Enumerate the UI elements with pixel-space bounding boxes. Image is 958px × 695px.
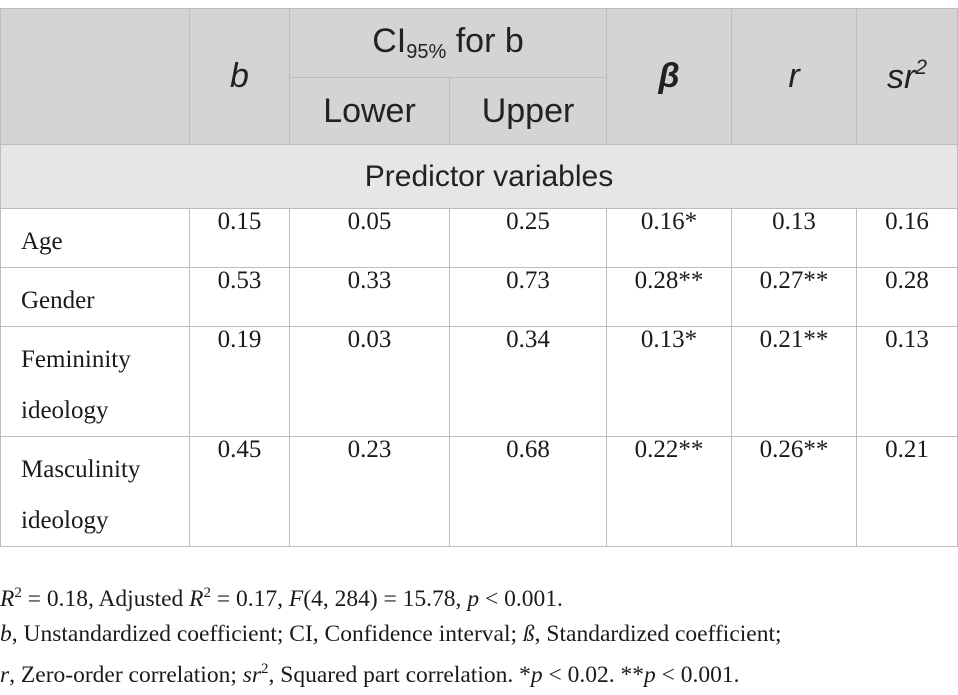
cell-lower: 0.05	[289, 208, 450, 268]
row-label: Age	[0, 208, 190, 268]
header-ci-suffix: for b	[446, 22, 524, 60]
note-sr-superscript: 2	[261, 661, 269, 677]
cell-b: 0.53	[189, 267, 290, 327]
row-label: Femininity ideology	[0, 326, 190, 437]
table-row: Masculinity ideology 0.45 0.23 0.68 0.22…	[0, 436, 958, 547]
header-sr2: sr2	[856, 8, 958, 145]
header-r: r	[731, 8, 858, 145]
note-p2-threshold: < 0.001.	[655, 662, 740, 688]
cell-lower: 0.03	[289, 326, 450, 437]
note-sr-definition: , Squared part correlation. *	[268, 662, 531, 688]
note-sr-symbol: sr	[242, 662, 262, 688]
table-body: Predictor variables Age 0.15 0.05 0.25 0…	[0, 144, 958, 547]
row-label: Masculinity ideology	[0, 436, 190, 547]
cell-upper: 0.34	[448, 326, 608, 437]
note-p1-threshold: < 0.02. **	[542, 662, 644, 688]
note-r2-value: = 0.18, Adjusted	[21, 586, 190, 612]
cell-r: 0.27**	[731, 267, 858, 327]
note-f-value: (4, 284) = 15.78,	[303, 586, 468, 612]
header-blank-cell	[0, 8, 190, 145]
cell-upper: 0.68	[448, 436, 608, 547]
note-b-definition: , Unstandardized coefficient; CI, Confid…	[11, 621, 523, 647]
note-f-symbol: F	[288, 586, 304, 612]
cell-lower: 0.23	[289, 436, 450, 547]
header-sr-superscript: 2	[915, 56, 928, 79]
note-r-definition: , Zero-order correlation;	[9, 662, 243, 688]
table-row: Gender 0.53 0.33 0.73 0.28** 0.27** 0.28	[0, 267, 958, 327]
cell-sr2: 0.28	[856, 267, 958, 327]
note-adj-r2-superscript: 2	[203, 585, 212, 601]
note-r2-symbol: R	[0, 586, 15, 612]
cell-r: 0.26**	[731, 436, 858, 547]
note-abbreviations-1: b, Unstandardized coefficient; CI, Confi…	[0, 617, 782, 652]
cell-beta: 0.28**	[606, 267, 733, 327]
cell-r: 0.13	[731, 208, 858, 268]
cell-beta: 0.22**	[606, 436, 733, 547]
cell-lower: 0.33	[289, 267, 450, 327]
header-lower: Lower	[289, 77, 450, 145]
table-header: b CI95% for b β r sr2 Lower Upper	[0, 8, 958, 145]
note-p2-symbol: p	[644, 662, 656, 688]
table-row: Age 0.15 0.05 0.25 0.16* 0.13 0.16	[0, 208, 958, 268]
cell-sr2: 0.13	[856, 326, 958, 437]
note-r-symbol: r	[0, 662, 10, 688]
cell-sr2: 0.16	[856, 208, 958, 268]
note-beta-definition: , Standardized coefficient;	[534, 621, 782, 647]
cell-r: 0.21**	[731, 326, 858, 437]
note-p1-symbol: p	[530, 662, 543, 688]
cell-upper: 0.25	[448, 208, 608, 268]
header-ci: CI95% for b	[288, 8, 608, 78]
section-label: Predictor variables	[0, 144, 958, 209]
note-b-symbol: b	[0, 621, 12, 647]
header-upper: Upper	[448, 77, 608, 145]
cell-beta: 0.13*	[606, 326, 733, 437]
section-row: Predictor variables	[0, 144, 958, 209]
note-abbreviations-2: r, Zero-order correlation; sr2, Squared …	[0, 652, 782, 693]
cell-b: 0.45	[189, 436, 290, 547]
note-beta-symbol: ß	[522, 621, 535, 647]
note-model-fit: R2 = 0.18, Adjusted R2 = 0.17, F(4, 284)…	[0, 576, 782, 617]
note-r2-superscript: 2	[14, 585, 22, 601]
header-beta: β	[606, 8, 733, 145]
cell-b: 0.19	[189, 326, 290, 437]
header-ci-prefix: CI	[372, 22, 407, 60]
table-row: Femininity ideology 0.19 0.03 0.34 0.13*…	[0, 326, 958, 437]
note-adj-r2-symbol: R	[189, 586, 204, 612]
cell-upper: 0.73	[448, 267, 608, 327]
header-b: b	[189, 8, 290, 145]
row-label: Gender	[0, 267, 190, 327]
header-sr-base: sr	[887, 58, 916, 96]
cell-b: 0.15	[189, 208, 290, 268]
regression-table: b CI95% for b β r sr2 Lower Upper Predic…	[0, 8, 958, 547]
table-notes: R2 = 0.18, Adjusted R2 = 0.17, F(4, 284)…	[0, 576, 782, 693]
note-adj-r2-value: = 0.17,	[211, 586, 289, 612]
header-ci-subscript: 95%	[406, 41, 447, 63]
cell-sr2: 0.21	[856, 436, 958, 547]
note-p-value: < 0.001.	[479, 586, 563, 612]
note-p-symbol: p	[467, 586, 480, 612]
cell-beta: 0.16*	[606, 208, 733, 268]
